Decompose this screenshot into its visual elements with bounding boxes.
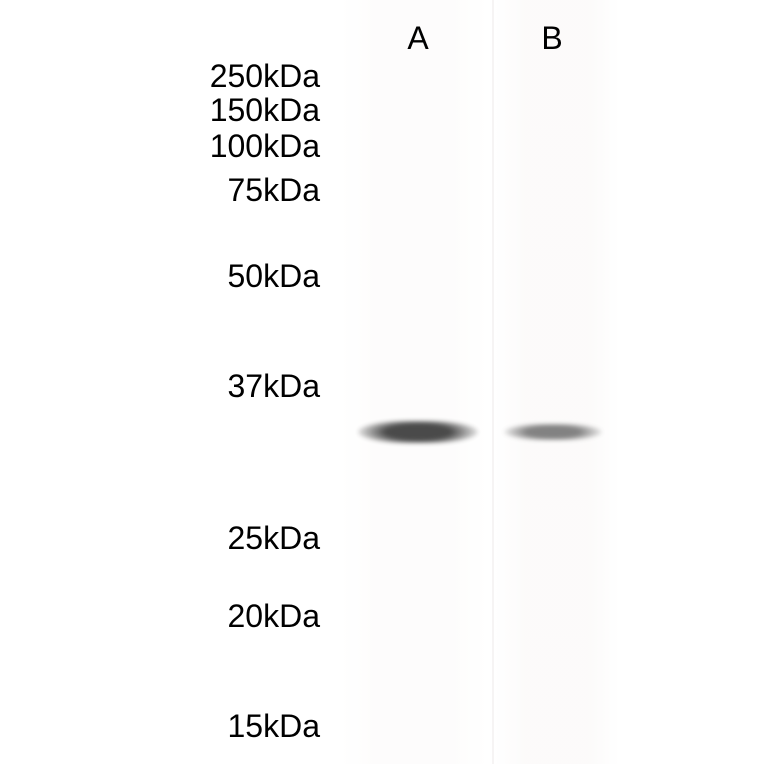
mw-label-250kda: 250kDa [0,58,320,95]
mw-label-75kda: 75kDa [0,172,320,209]
mw-label-150kda: 150kDa [0,92,320,129]
mw-label-15kda: 15kDa [0,708,320,745]
mw-label-100kda: 100kDa [0,128,320,165]
lane-b-membrane [494,0,620,764]
lane-label-a: A [407,20,428,57]
mw-label-50kda: 50kDa [0,258,320,295]
blot-canvas: A B 250kDa150kDa100kDa 75kDa 50kDa 37kDa 25kDa… [0,0,764,764]
mw-label-37kda: 37kDa [0,368,320,405]
band-lane-b [504,424,602,440]
lane-a-membrane [340,0,488,764]
band-lane-a [358,421,478,443]
mw-label-20kda: 20kDa [0,598,320,635]
lane-divider [492,0,494,764]
mw-label-25kda: 25kDa [0,520,320,557]
lane-label-b: B [541,20,562,57]
